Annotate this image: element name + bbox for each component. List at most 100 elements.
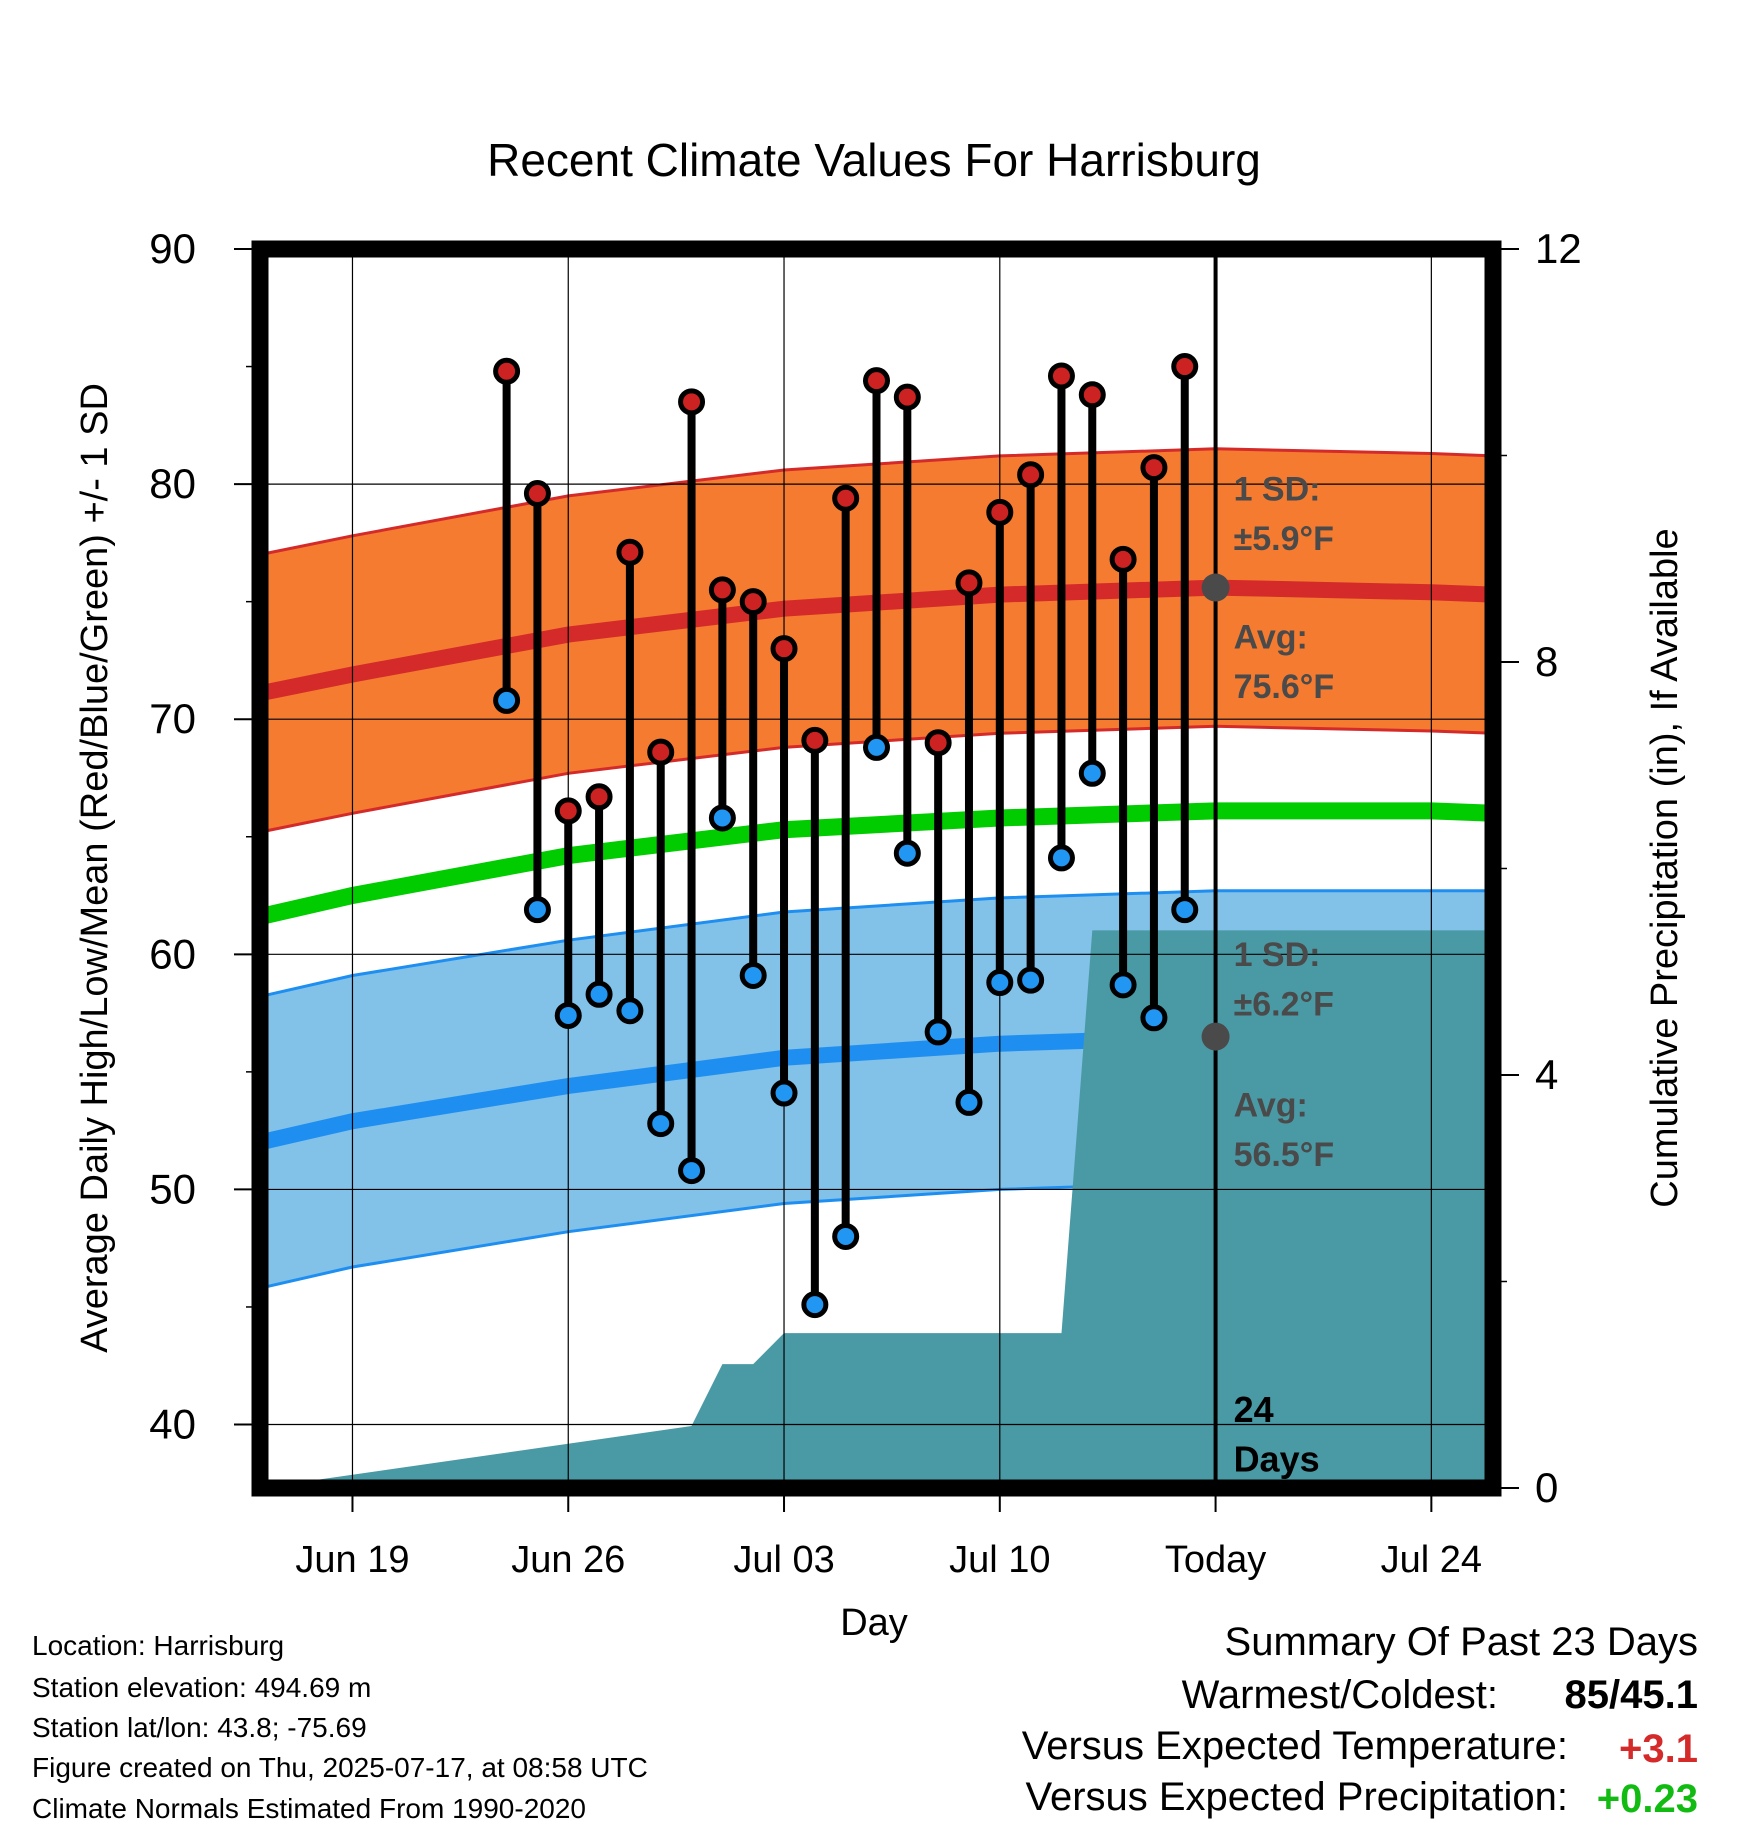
daily-low-point — [739, 961, 767, 989]
daily-low-point — [493, 686, 521, 714]
daily-high-point — [554, 797, 582, 825]
daily-low-point — [1078, 759, 1106, 787]
axis-labels: 40 50 60 70 80 90 0 4 8 12 Jun 19 Jun 26 Jul 03 Jul 1… — [149, 225, 1581, 1581]
summary-temp-value: +3.1 — [1619, 1727, 1698, 1771]
today-marker — [1201, 249, 1230, 1488]
daily-low-point — [1140, 1004, 1168, 1032]
y-tick-label-left: 50 — [149, 1165, 196, 1212]
y-tick-label-right: 12 — [1535, 225, 1582, 272]
precipitation-fill — [260, 930, 1493, 1488]
daily-high-point — [523, 480, 551, 508]
mean-line — [258, 802, 1494, 925]
daily-low-point — [924, 1018, 952, 1046]
high-band-upper-edge — [259, 447, 1494, 557]
daily-range-bars — [493, 353, 1199, 1319]
daily-high-point — [1047, 362, 1075, 390]
y-axis-label-left: Average Daily High/Low/Mean (Red/Blue/Gr… — [74, 383, 116, 1353]
info-elevation: Station elevation: 494.69 m — [32, 1672, 372, 1703]
daily-low-point — [770, 1079, 798, 1107]
precipitation-area — [260, 930, 1493, 1488]
daily-low-point — [616, 997, 644, 1025]
daily-high-point — [708, 576, 736, 604]
high-avg-label: Avg: — [1234, 619, 1308, 657]
daily-high-point — [863, 367, 890, 395]
today-low-normal-marker — [1201, 1022, 1230, 1051]
daily-low-point — [554, 1001, 582, 1029]
info-location: Location: Harrisburg — [32, 1630, 285, 1661]
y-tick-label-left: 40 — [149, 1401, 196, 1448]
daily-high-point — [1017, 461, 1045, 489]
low-band-upper-edge — [259, 889, 1493, 999]
daily-high-point — [1140, 454, 1168, 482]
info-latlon: Station lat/lon: 43.8; -75.69 — [32, 1712, 367, 1743]
daily-low-point — [678, 1157, 706, 1185]
y-tick-label-left: 60 — [149, 930, 196, 977]
low-avg-value: 56.5°F — [1234, 1136, 1335, 1174]
daily-high-point — [832, 484, 860, 512]
daily-high-point — [801, 726, 829, 754]
daily-low-point — [585, 980, 613, 1008]
daily-low-point — [1017, 966, 1045, 994]
daily-low-point — [647, 1110, 675, 1138]
x-tick-label: Jul 24 — [1381, 1539, 1482, 1581]
days-count-label: Days — [1234, 1439, 1320, 1480]
y-tick-label-left: 90 — [149, 225, 196, 272]
daily-low-point — [1171, 896, 1199, 924]
x-tick-label: Jul 03 — [733, 1539, 834, 1581]
x-tick-label: Jul 10 — [949, 1539, 1050, 1581]
summary-precip-label: Versus Expected Precipitation: — [1025, 1775, 1568, 1819]
high-average-line — [258, 579, 1494, 702]
high-sd-label: 1 SD: — [1234, 471, 1321, 509]
plot-frame — [251, 240, 1502, 1497]
x-tick-label: Jun 26 — [511, 1539, 625, 1581]
summary-temp-label: Versus Expected Temperature: — [1021, 1724, 1568, 1768]
today-high-normal-marker — [1201, 573, 1230, 602]
info-normals: Climate Normals Estimated From 1990-2020 — [32, 1793, 586, 1824]
daily-low-point — [523, 896, 551, 924]
daily-low-point — [801, 1291, 829, 1319]
daily-low-point — [708, 804, 736, 832]
daily-low-point — [863, 733, 890, 761]
daily-high-point — [1078, 381, 1106, 409]
daily-high-point — [1171, 353, 1199, 381]
daily-high-point — [739, 588, 767, 616]
chart-title: Recent Climate Values For Harrisburg — [487, 134, 1261, 186]
daily-high-point — [1109, 545, 1137, 573]
summary-warmest-value: 85/45.1 — [1564, 1673, 1698, 1717]
daily-high-point — [924, 729, 952, 757]
daily-high-point — [647, 738, 675, 766]
summary-precip-value: +0.23 — [1596, 1777, 1698, 1821]
daily-high-point — [585, 783, 613, 811]
x-axis-label: Day — [840, 1602, 908, 1644]
y-tick-label-left: 70 — [149, 695, 196, 742]
daily-high-point — [770, 635, 798, 663]
daily-low-point — [893, 839, 921, 867]
x-tick-label: Jun 19 — [295, 1539, 409, 1581]
daily-low-point — [955, 1088, 983, 1116]
low-sd-value: ±6.2°F — [1234, 985, 1334, 1023]
info-created: Figure created on Thu, 2025-07-17, at 08… — [32, 1752, 648, 1783]
band-annotations: 1 SD: ±5.9°F Avg: 75.6°F 1 SD: ±6.2°F Avg: 56.5… — [1234, 471, 1335, 1480]
days-count-value: 24 — [1234, 1389, 1274, 1430]
daily-high-point — [493, 357, 521, 385]
y-tick-label-right: 8 — [1535, 638, 1558, 685]
summary-warmest-label: Warmest/Coldest: — [1181, 1673, 1498, 1717]
y-tick-label-left: 80 — [149, 460, 196, 507]
y-tick-label-right: 0 — [1535, 1464, 1558, 1511]
daily-high-point — [986, 498, 1014, 526]
daily-low-point — [832, 1222, 860, 1250]
y-tick-label-right: 4 — [1535, 1051, 1558, 1098]
high-avg-value: 75.6°F — [1234, 668, 1335, 706]
daily-high-point — [893, 383, 921, 411]
low-avg-label: Avg: — [1234, 1087, 1308, 1125]
daily-high-point — [616, 538, 644, 566]
daily-low-point — [1109, 971, 1137, 999]
high-band-lower-edge — [259, 724, 1494, 834]
daily-high-point — [955, 569, 983, 597]
daily-low-point — [1047, 844, 1075, 872]
summary-title: Summary Of Past 23 Days — [1224, 1620, 1698, 1664]
daily-low-point — [986, 969, 1014, 997]
daily-high-point — [678, 388, 706, 416]
low-sd-label: 1 SD: — [1234, 936, 1321, 974]
